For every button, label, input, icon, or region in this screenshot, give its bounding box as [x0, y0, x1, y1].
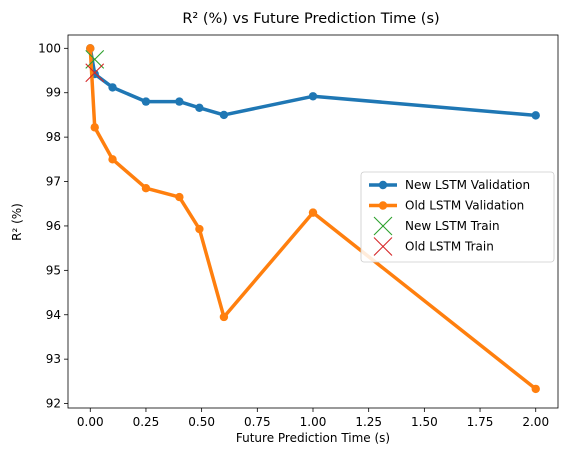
- data-point-old-lstm-validation: [195, 224, 204, 234]
- plot-frame: [67, 34, 559, 409]
- x-tick-label: 1.75: [467, 415, 494, 429]
- y-tick-label: 93: [46, 352, 61, 366]
- y-tick-label: 97: [46, 175, 61, 189]
- data-point-old-lstm-validation: [141, 183, 151, 193]
- data-point-new-lstm-validation: [108, 83, 117, 92]
- legend: New LSTM Validation Old LSTM Validation Ne…: [360, 171, 555, 263]
- legend-item-new-lstm-validation: New LSTM Validation: [369, 178, 530, 192]
- legend-label: New LSTM Train: [405, 219, 500, 233]
- y-tick-label: 95: [46, 263, 61, 277]
- legend-item-new-lstm-train: New LSTM Train: [373, 216, 500, 236]
- legend-box: [360, 171, 555, 263]
- legend-label: Old LSTM Validation: [405, 199, 524, 213]
- legend-item-old-lstm-train: Old LSTM Train: [373, 237, 494, 256]
- data-point-new-lstm-validation: [195, 103, 204, 113]
- data-point-old-lstm-train: [85, 63, 105, 83]
- plot-content: [85, 44, 540, 394]
- data-point-new-lstm-validation: [175, 97, 184, 106]
- y-tick-label: 99: [46, 86, 61, 100]
- data-point-old-lstm-validation: [531, 384, 540, 394]
- x-tick-label: 1.50: [411, 415, 438, 429]
- legend-label: New LSTM Validation: [405, 178, 530, 192]
- data-point-old-lstm-validation: [308, 208, 318, 217]
- x-tick-label: 0.25: [133, 415, 160, 429]
- data-point-new-lstm-validation: [141, 97, 151, 106]
- legend-item-old-lstm-validation: Old LSTM Validation: [369, 199, 524, 213]
- legend-swatch-marker: [373, 237, 393, 256]
- data-point-old-lstm-validation: [108, 155, 117, 164]
- data-point-old-lstm-validation: [86, 44, 95, 53]
- legend-label: Old LSTM Train: [405, 240, 494, 254]
- axes: 0.00 0.25 0.50 0.75 1.00 1.25 1.50 1.75 2.00 92 93…: [38, 34, 559, 429]
- x-tick-label: 0.50: [188, 415, 215, 429]
- data-point-new-lstm-validation: [219, 110, 229, 120]
- x-tick-label: 1.25: [355, 415, 382, 429]
- y-tick-label: 94: [46, 308, 61, 322]
- data-point-old-lstm-validation: [175, 192, 184, 202]
- legend-swatch-marker: [378, 201, 388, 210]
- x-axis-title: Future Prediction Time (s): [236, 431, 390, 445]
- y-tick-label: 100: [38, 41, 61, 55]
- data-point-new-lstm-validation: [308, 92, 318, 101]
- x-tick-label: 1.00: [300, 415, 327, 429]
- legend-swatch-marker: [378, 180, 388, 190]
- legend-swatch-marker: [373, 216, 393, 236]
- y-tick-label: 96: [46, 219, 61, 233]
- y-tick-label: 98: [46, 130, 61, 144]
- x-marker-stroke: [85, 63, 105, 83]
- chart-title: R² (%) vs Future Prediction Time (s): [182, 11, 439, 27]
- x-tick-label: 0.00: [77, 415, 104, 429]
- x-tick-label: 0.75: [244, 415, 271, 429]
- data-point-new-lstm-train: [85, 50, 105, 69]
- x-tick-label: 2.00: [522, 415, 549, 429]
- data-point-new-lstm-validation: [531, 111, 540, 120]
- data-point-old-lstm-validation: [219, 312, 229, 322]
- y-tick-label: 92: [46, 397, 61, 411]
- y-axis-title: R² (%): [10, 203, 24, 241]
- data-point-old-lstm-validation: [90, 123, 99, 132]
- x-marker-stroke: [85, 50, 105, 69]
